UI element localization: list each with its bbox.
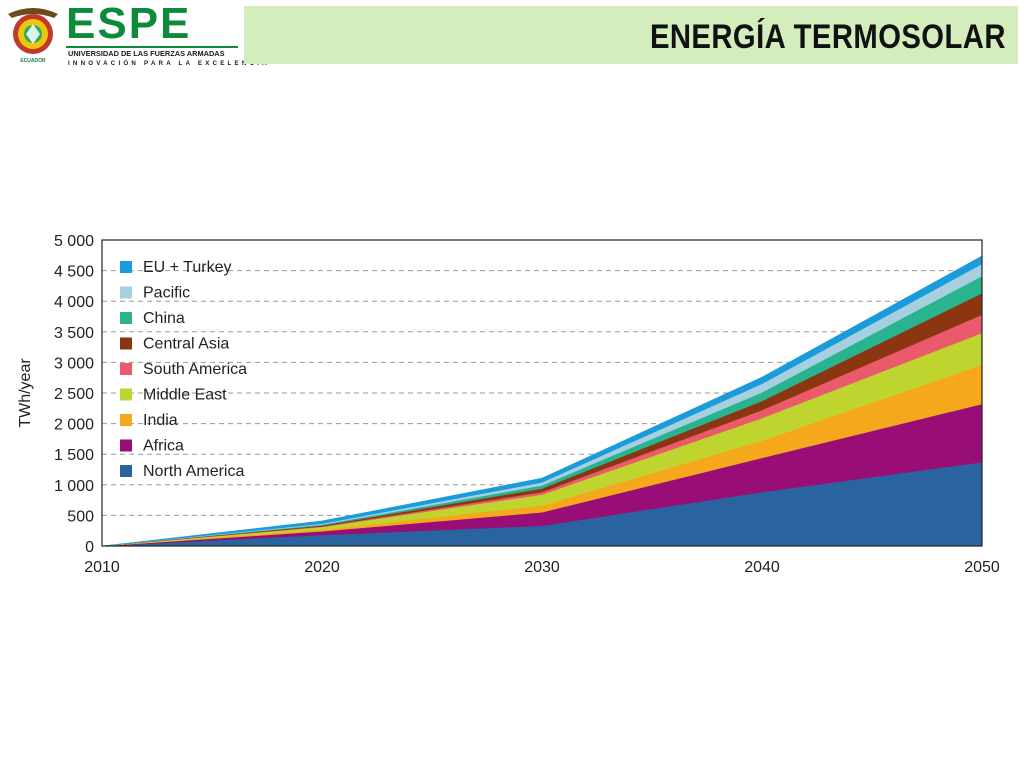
y-tick-label: 4 500 [54, 264, 94, 281]
legend-swatch [120, 286, 132, 299]
legend-label: China [143, 310, 185, 327]
y-tick-label: 3 000 [54, 355, 94, 372]
legend-label: EU + Turkey [143, 259, 231, 276]
y-tick-label: 500 [67, 508, 94, 525]
y-tick-label: 1 000 [54, 478, 94, 495]
stacked-area-chart: 0 500 1 000 1 500 2 000 2 500 3 000 3 500 4 000 4… [17, 233, 1000, 576]
legend-swatch [120, 261, 132, 273]
x-tick-label: 2010 [84, 559, 120, 576]
legend-label: Pacific [143, 285, 190, 302]
brand-name: ESPE [66, 0, 192, 48]
legend-swatch [120, 439, 132, 452]
y-tick-label: 0 [85, 539, 94, 556]
y-tick-label: 4 000 [54, 294, 94, 311]
y-tick-label: 3 500 [54, 325, 94, 342]
y-tick-label: 5 000 [54, 233, 94, 250]
brand-divider [66, 46, 238, 48]
legend-swatch [120, 465, 132, 477]
x-tick-label: 2040 [744, 559, 780, 576]
legend-swatch [120, 363, 132, 375]
page-title: ENERGÍA TERMOSOLAR [650, 18, 1006, 56]
legend-label: Middle East [143, 387, 227, 404]
legend-swatch [120, 312, 132, 324]
legend-label: North America [143, 463, 244, 480]
y-tick-label: 1 500 [54, 447, 94, 464]
x-tick-label: 2020 [304, 559, 340, 576]
x-tick-label: 2030 [524, 559, 560, 576]
y-tick-label: 2 500 [54, 386, 94, 403]
university-crest-icon: ECUADOR [8, 8, 58, 64]
legend-swatch [120, 337, 132, 350]
legend-swatch [120, 414, 132, 426]
brand-tagline: INNOVACIÓN PARA LA EXCELENCIA [68, 60, 270, 67]
brand-subtitle: UNIVERSIDAD DE LAS FUERZAS ARMADAS [68, 49, 225, 58]
title-band: ENERGÍA TERMOSOLAR [244, 6, 1018, 64]
y-axis-label: TWh/year [17, 358, 34, 428]
legend-label: India [143, 412, 178, 429]
plot-frame [101, 239, 983, 547]
slide-header: ECUADOR ESPE UNIVERSIDAD DE LAS FUERZAS … [0, 0, 1024, 72]
legend-swatch [120, 388, 132, 401]
legend-label: South America [143, 361, 247, 378]
crest-caption: ECUADOR [20, 58, 46, 64]
x-tick-label: 2050 [964, 559, 1000, 576]
legend-label: Central Asia [143, 336, 229, 353]
y-tick-label: 2 000 [54, 417, 94, 434]
legend-label: Africa [143, 438, 184, 455]
chart-container: 0 500 1 000 1 500 2 000 2 500 3 000 3 500 4 000 4… [0, 220, 1024, 590]
university-logo: ESPE UNIVERSIDAD DE LAS FUERZAS ARMADAS … [66, 0, 267, 68]
